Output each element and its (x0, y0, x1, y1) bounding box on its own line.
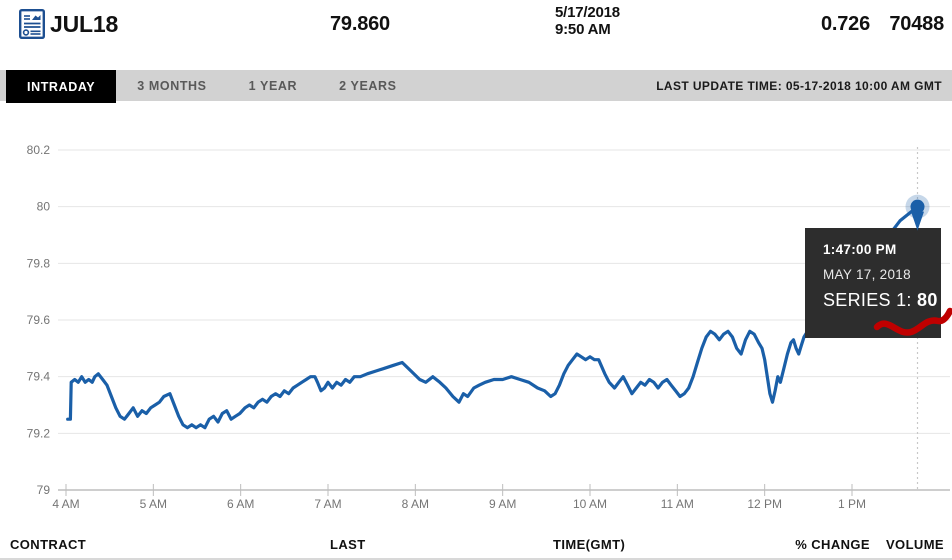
x-tick-label: 8 AM (402, 497, 429, 511)
chart-tooltip: 1:47:00 PM MAY 17, 2018 SERIES 1: 80 (805, 228, 941, 338)
x-tick-label: 7 AM (314, 497, 341, 511)
percent-change: 0.726 (820, 13, 870, 35)
tooltip-time: 1:47:00 PM (823, 242, 897, 257)
quote-clock: 9:50 AM (555, 21, 611, 38)
tab-1-year[interactable]: 1 YEAR (248, 78, 298, 93)
tab-intraday[interactable]: INTRADAY (6, 70, 117, 103)
y-tick-label: 79.4 (27, 370, 51, 384)
x-tick-label: 9 AM (489, 497, 516, 511)
tooltip-date: MAY 17, 2018 (823, 267, 911, 282)
column-header-last: LAST (330, 537, 366, 552)
quote-table-header: CONTRACT LAST TIME(GMT) % CHANGE VOLUME (0, 531, 952, 560)
y-tick-label: 79.8 (27, 256, 51, 270)
x-tick-label: 4 AM (52, 497, 79, 511)
tooltip-series-value: SERIES 1: 80 (823, 290, 941, 311)
quote-chart-icon (19, 9, 45, 39)
column-header-volume: VOLUME (885, 537, 944, 552)
contract-symbol: JUL18 (50, 11, 119, 37)
x-tick-label: 12 PM (747, 497, 782, 511)
tooltip-value: 80 (917, 290, 938, 310)
x-tick-label: 5 AM (140, 497, 167, 511)
y-tick-label: 80.2 (27, 143, 51, 157)
quote-time: 5/17/2018 9:50 AM (555, 4, 620, 38)
y-tick-label: 79.2 (27, 426, 51, 440)
x-tick-label: 10 AM (573, 497, 607, 511)
chart-range-tabbar: INTRADAY 3 MONTHS 1 YEAR 2 YEARS LAST UPDAT… (0, 70, 952, 103)
last-update-time: LAST UPDATE TIME: 05-17-2018 10:00 AM GM… (656, 78, 942, 93)
x-tick-label: 11 AM (661, 497, 694, 511)
tab-3-months[interactable]: 3 MONTHS (137, 78, 207, 93)
tab-2-years[interactable]: 2 YEARS (339, 78, 397, 93)
column-header-contract: CONTRACT (10, 537, 87, 552)
y-tick-label: 79 (37, 483, 51, 497)
tab-list: INTRADAY 3 MONTHS 1 YEAR 2 YEARS (6, 70, 418, 103)
x-tick-label: 1 PM (838, 497, 866, 511)
price-line-series-1 (66, 205, 920, 430)
column-header-change: % CHANGE (795, 537, 870, 552)
y-tick-label: 79.6 (27, 313, 51, 327)
tooltip-series-label: SERIES 1: (823, 290, 918, 310)
last-price: 79.860 (330, 13, 390, 35)
column-header-time-gmt: TIME(GMT) (553, 537, 626, 552)
y-tick-label: 80 (37, 200, 51, 214)
quote-header: JUL18 79.860 5/17/2018 9:50 AM 0.726 704… (0, 0, 952, 70)
volume: 70488 (889, 13, 944, 35)
quote-date: 5/17/2018 (555, 4, 620, 21)
x-tick-label: 6 AM (227, 497, 254, 511)
